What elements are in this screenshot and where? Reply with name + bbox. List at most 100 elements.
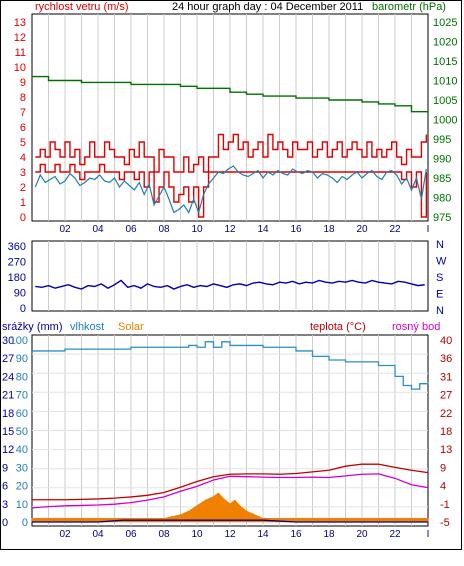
x-tick-label: 02 [59, 224, 71, 235]
humidity-tick-label: 70 [16, 390, 28, 402]
y-tick-label: 3 [20, 167, 26, 179]
direction-y-tick-label: 0 [20, 303, 26, 315]
direction-compass-label: W [436, 256, 447, 268]
rain-tick-label: 0 [2, 517, 8, 529]
y2-tick-label: 990 [433, 154, 451, 166]
x-tick-label: 20 [356, 529, 368, 540]
rain-tick-label: 30 [2, 335, 14, 347]
temp-tick-label: -5 [440, 517, 450, 529]
y2-tick-label: 975 [433, 212, 451, 224]
x-tick-label: 18 [323, 529, 335, 540]
y2-tick-label: 985 [433, 173, 451, 185]
y-tick-label: 7 [20, 107, 26, 119]
temp-tick-label: 36 [440, 353, 452, 365]
x-tick-label: 22 [389, 224, 401, 235]
temp-tick-label: 4 [440, 481, 446, 493]
humidity-tick-label: 90 [16, 353, 28, 365]
legend-temp: teplota (°C) [310, 321, 366, 333]
y-tick-label: 9 [20, 77, 26, 89]
temp-tick-label: 22 [440, 408, 452, 420]
y-tick-label: 0 [20, 212, 26, 224]
panel1-x-ticks: 02 04 06 08 10 12 14 16 18 20 22 I [59, 224, 429, 235]
direction-y-tick-label: 270 [8, 257, 26, 269]
x-tick-label: 20 [356, 224, 368, 235]
x-tick-label: I [427, 529, 430, 540]
rain-tick-label: 18 [2, 408, 14, 420]
direction-y-tick-label: 90 [14, 288, 26, 300]
temp-tick-label: 9 [440, 462, 446, 474]
x-tick-label: 06 [125, 224, 137, 235]
temp-tick-label: 13 [440, 444, 452, 456]
humidity-tick-label: 80 [16, 371, 28, 383]
x-tick-label: 16 [290, 224, 302, 235]
x-tick-label: 10 [191, 224, 203, 235]
y2-tick-label: 1000 [433, 115, 457, 127]
temp-tick-label: 27 [440, 390, 452, 402]
humidity-tick-label: 100 [10, 335, 28, 347]
rain-tick-label: 15 [2, 426, 14, 438]
panel1-series [32, 75, 429, 218]
baro-axis-label: barometr (hPa) [372, 1, 446, 13]
y-tick-label: 8 [20, 92, 26, 104]
y-tick-label: 5 [20, 137, 26, 149]
direction-compass-label: N [436, 239, 444, 251]
series-teplota [32, 463, 429, 501]
x-tick-label: 14 [257, 529, 269, 540]
x-tick-label: 16 [290, 529, 302, 540]
panel2-y-ticks: 0 90 180 270 360 [8, 241, 26, 315]
x-tick-label: 12 [224, 529, 236, 540]
y-tick-label: 13 [14, 17, 26, 29]
y-tick-label: 4 [20, 152, 26, 164]
temp-tick-label: -1 [440, 499, 450, 511]
rain-tick-label: 24 [2, 371, 14, 383]
x-tick-label: I [427, 224, 430, 235]
x-tick-label: 14 [257, 224, 269, 235]
panel3-x-ticks: 02 04 06 08 10 12 14 16 18 20 22 I [59, 529, 429, 540]
x-tick-label: 22 [389, 529, 401, 540]
y-tick-label: 6 [20, 122, 26, 134]
x-tick-label: 06 [125, 529, 137, 540]
y2-tick-label: 1015 [433, 56, 457, 68]
panel1-grid [48, 14, 412, 221]
panel1-y2-ticks: 975 980 985 990 995 1000 1005 1010 1015 1020 1025 [433, 17, 457, 224]
y2-tick-label: 1005 [433, 95, 457, 107]
x-tick-label: 18 [323, 224, 335, 235]
x-tick-label: 10 [191, 529, 203, 540]
y2-tick-label: 980 [433, 193, 451, 205]
humidity-tick-label: 60 [16, 408, 28, 420]
x-tick-label: 12 [224, 224, 236, 235]
legend-humidity: vlhkost [70, 321, 104, 333]
temp-tick-label: 18 [440, 426, 452, 438]
y-tick-label: 12 [14, 32, 26, 44]
y-tick-label: 2 [20, 182, 26, 194]
y2-tick-label: 1020 [433, 37, 457, 49]
series-direction [35, 279, 425, 290]
humidity-tick-label: 50 [16, 426, 28, 438]
humidity-tick-label: 30 [16, 462, 28, 474]
x-tick-label: 08 [158, 529, 170, 540]
rain-tick-label: 6 [2, 481, 8, 493]
series-rosný-bod [31, 473, 429, 509]
panel3-y2-ticks: -5 -1 4 9 13 18 22 27 31 36 40 [440, 335, 452, 529]
direction-compass-label: N [436, 305, 444, 317]
chart-frame [0, 0, 462, 550]
humidity-tick-label: 40 [16, 444, 28, 456]
direction-compass-label: S [436, 272, 443, 284]
y-tick-label: 1 [20, 197, 26, 209]
y2-tick-label: 1010 [433, 76, 457, 88]
x-tick-label: 04 [92, 224, 104, 235]
direction-y-tick-label: 180 [8, 272, 26, 284]
rain-tick-label: 3 [2, 499, 8, 511]
legend-rain: srážky (mm) [2, 321, 63, 333]
temp-tick-label: 40 [440, 335, 452, 347]
x-tick-label: 08 [158, 224, 170, 235]
y2-tick-label: 995 [433, 134, 451, 146]
panel3-grid [32, 335, 428, 526]
panel3-series [31, 341, 429, 523]
panel3-y-ticks: 0 3 6 9 12 15 18 21 24 27 30 0 10 20 30 40 50 60 70 80 90 100 [2, 335, 28, 529]
direction-compass-label: E [436, 289, 443, 301]
rain-tick-label: 21 [2, 390, 14, 402]
